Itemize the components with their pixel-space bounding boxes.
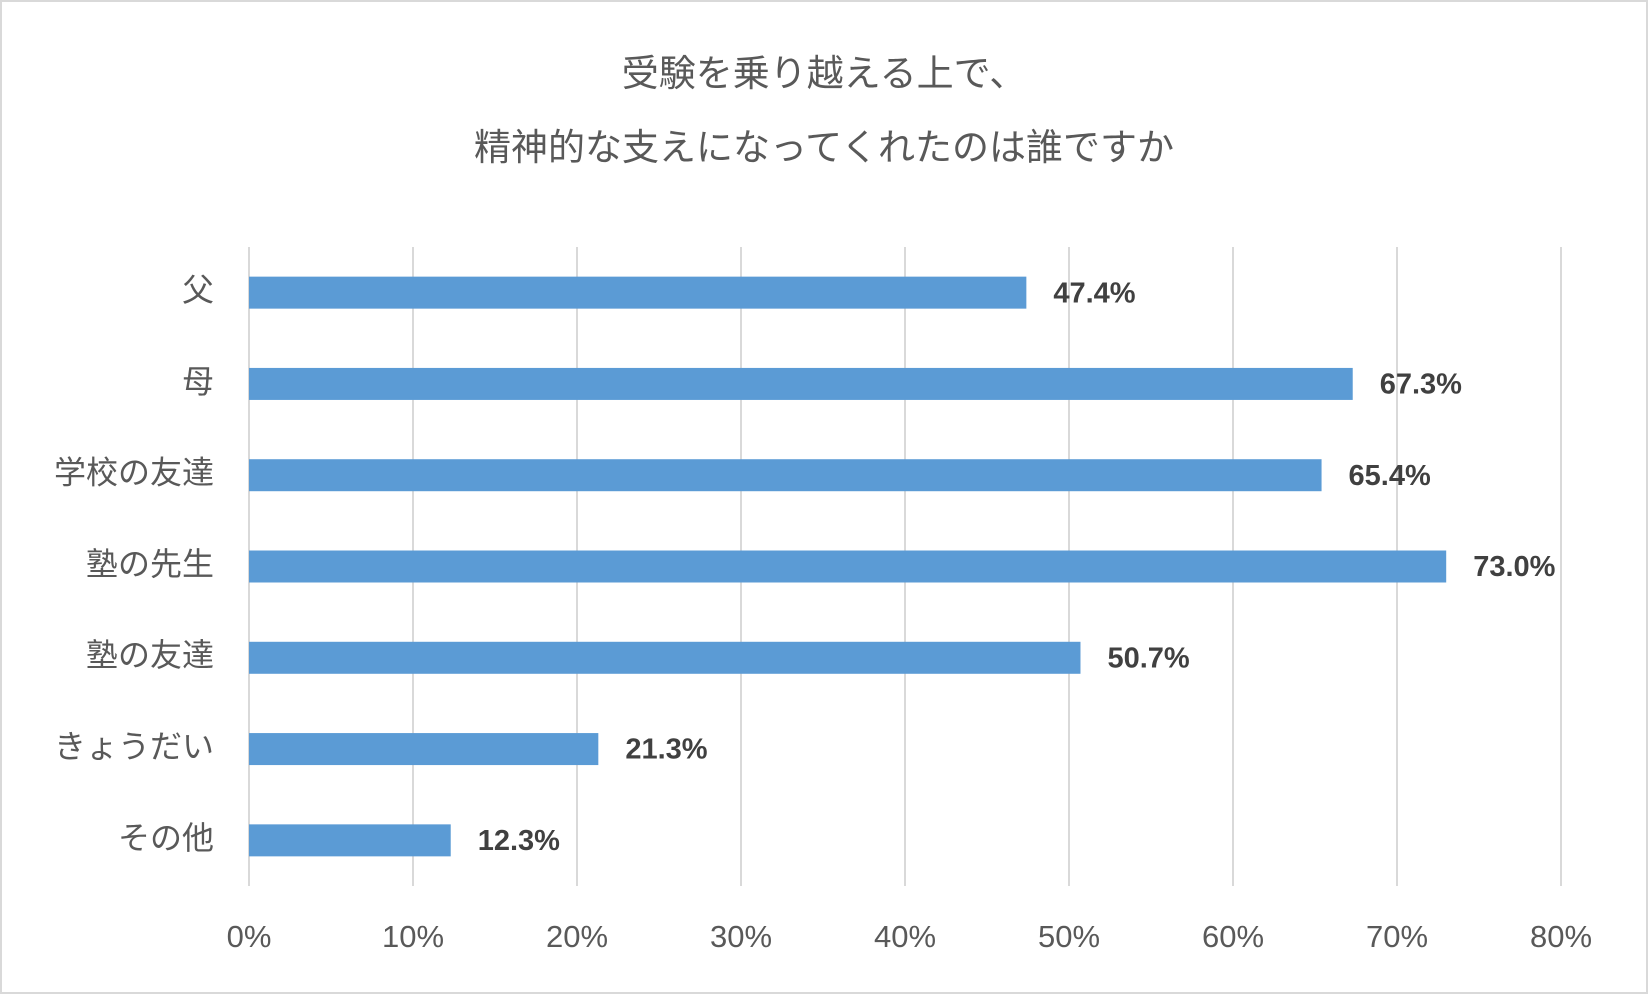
y-tick-label: 父 [182, 272, 214, 308]
bar [249, 550, 1447, 583]
bar [249, 641, 1081, 674]
y-tick-label: 母 [182, 363, 214, 399]
x-tick-label: 60% [1202, 919, 1264, 954]
y-tick-label: 学校の友達 [54, 455, 214, 491]
chart-title: 受験を乗り越える上で、 [622, 53, 1026, 94]
value-label: 21.3% [625, 734, 707, 766]
bar [249, 824, 451, 857]
value-label: 67.3% [1380, 369, 1462, 401]
bar [249, 733, 599, 766]
value-label: 12.3% [478, 825, 560, 857]
x-tick-label: 30% [710, 919, 772, 954]
y-tick-label: 塾の先生 [86, 546, 214, 582]
value-label: 65.4% [1349, 460, 1431, 492]
bar [249, 367, 1353, 400]
x-tick-label: 70% [1366, 919, 1428, 954]
x-tick-label: 0% [227, 919, 272, 954]
x-tick-label: 10% [382, 919, 444, 954]
bar [249, 459, 1322, 492]
y-tick-label: 塾の友達 [86, 637, 214, 673]
value-label: 50.7% [1107, 642, 1189, 674]
bar [249, 276, 1027, 309]
y-tick-label: きょうだい [54, 729, 214, 765]
y-tick-label: その他 [118, 820, 214, 856]
value-label: 47.4% [1053, 277, 1135, 309]
value-label: 73.0% [1473, 551, 1555, 583]
x-tick-label: 20% [546, 919, 608, 954]
x-tick-label: 80% [1530, 919, 1592, 954]
x-tick-label: 40% [874, 919, 936, 954]
x-tick-label: 50% [1038, 919, 1100, 954]
chart-title: 精神的な支えになってくれたのは誰ですか [474, 127, 1174, 168]
